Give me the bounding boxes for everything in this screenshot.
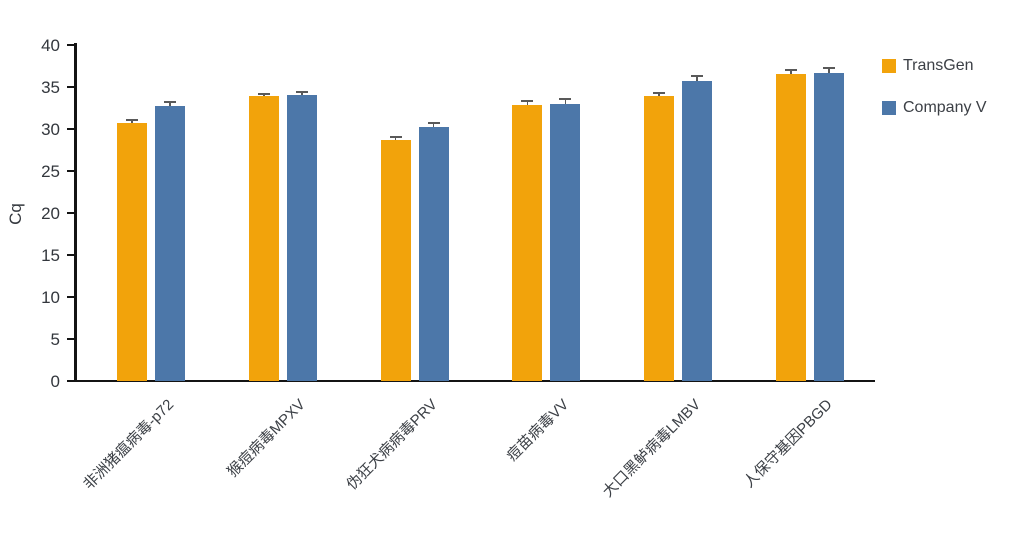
- error-bar-cap: [389, 136, 402, 139]
- bar-company-v-4: [682, 81, 713, 381]
- legend: TransGen Company V: [882, 57, 987, 141]
- bar-company-v-3: [550, 103, 581, 381]
- error-bar-stem: [696, 76, 698, 82]
- error-bar-cap: [691, 74, 704, 77]
- error-bar-cap: [257, 92, 270, 95]
- error-bar-stem: [301, 92, 303, 96]
- error-bar-stem: [432, 123, 435, 128]
- y-tick-mark: [67, 337, 75, 341]
- x-axis-line: [74, 379, 875, 382]
- x-category-label-5: 人保守基因PBGD: [741, 396, 837, 492]
- y-tick-mark: [67, 43, 75, 47]
- bar-transgen-4: [644, 96, 675, 381]
- error-bar-cap: [823, 67, 835, 70]
- error-bar-stem: [131, 121, 133, 124]
- y-tick-label: 5: [50, 329, 60, 349]
- y-axis-line: [74, 43, 77, 382]
- y-tick-label: 25: [41, 161, 60, 181]
- x-category-label-3: 痘苗病毒VV: [503, 396, 573, 465]
- bar-company-v-1: [286, 95, 317, 381]
- x-category-label-4: 大口黑鲈病毒LMBV: [599, 396, 705, 501]
- error-bar-cap: [295, 90, 308, 93]
- bar-company-v-5: [814, 72, 844, 381]
- error-bar-stem: [169, 102, 171, 107]
- legend-swatch-icon: [882, 59, 896, 73]
- error-bar-stem: [526, 102, 529, 105]
- bar-transgen-0: [117, 123, 147, 381]
- y-tick-mark: [67, 379, 75, 383]
- x-category-label-2: 伪狂犬病病毒PRV: [343, 396, 441, 494]
- y-tick-mark: [67, 211, 75, 215]
- y-tick-mark: [67, 169, 75, 173]
- error-bar-cap: [559, 97, 572, 100]
- y-tick-label: 0: [50, 371, 60, 391]
- error-bar-stem: [828, 69, 830, 73]
- bar-transgen-3: [512, 104, 543, 381]
- x-category-label-0: 非洲猪瘟病毒-p72: [80, 396, 178, 494]
- error-bar-cap: [164, 100, 176, 103]
- y-tick-mark: [67, 127, 75, 131]
- error-bar-cap: [653, 91, 666, 94]
- error-bar-stem: [790, 71, 792, 74]
- y-tick-label: 35: [41, 77, 60, 97]
- y-tick-label: 10: [41, 287, 60, 307]
- error-bar-stem: [394, 138, 397, 140]
- y-tick-label: 20: [41, 203, 60, 223]
- x-category-label-1: 猴痘病毒MPXV: [224, 396, 309, 481]
- legend-swatch-icon: [882, 101, 896, 115]
- legend-label: Company V: [903, 99, 987, 116]
- error-bar-cap: [126, 119, 138, 122]
- bar-transgen-2: [380, 139, 411, 381]
- bar-company-v-2: [418, 127, 449, 381]
- error-bar-stem: [564, 99, 567, 104]
- error-bar-cap: [427, 121, 440, 124]
- error-bar-cap: [785, 69, 797, 72]
- bar-transgen-1: [248, 96, 279, 381]
- legend-item-transgen: TransGen: [882, 57, 987, 75]
- legend-item-company-v: Company V: [882, 99, 987, 117]
- y-tick-mark: [67, 253, 75, 257]
- error-bar-stem: [658, 93, 660, 97]
- y-tick-mark: [67, 85, 75, 89]
- legend-label: TransGen: [903, 57, 974, 74]
- bar-company-v-0: [155, 106, 185, 381]
- error-bar-stem: [263, 94, 265, 97]
- error-bar-cap: [521, 100, 534, 103]
- y-tick-label: 30: [41, 119, 60, 139]
- y-tick-label: 40: [41, 35, 60, 55]
- y-tick-mark: [67, 295, 75, 299]
- y-tick-label: 15: [41, 245, 60, 265]
- bar-transgen-5: [776, 73, 806, 381]
